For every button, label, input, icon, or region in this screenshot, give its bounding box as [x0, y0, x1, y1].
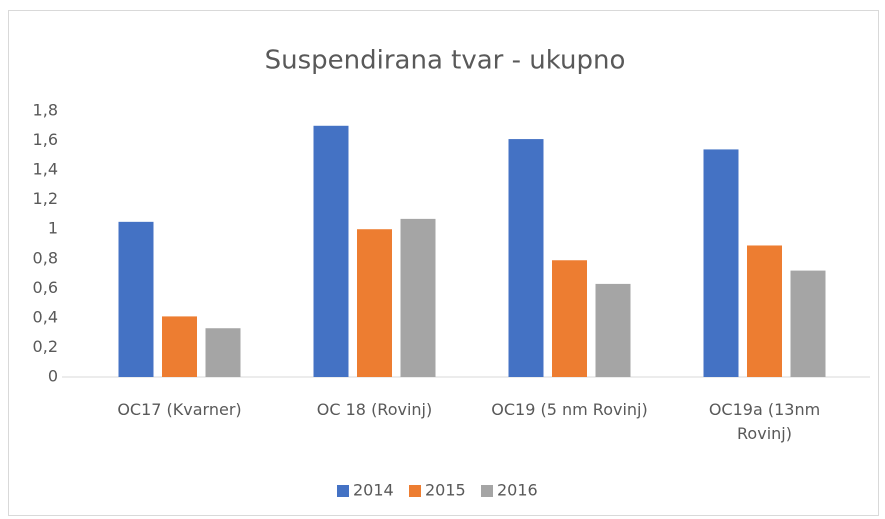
legend-label: 2015 [425, 481, 466, 500]
y-tick-label: 1,2 [33, 189, 58, 208]
bar [595, 283, 631, 377]
y-tick-label: 1,6 [33, 130, 58, 149]
legend-swatch [409, 485, 421, 497]
chart-title: Suspendirana tvar - ukupno [265, 46, 626, 76]
bar [552, 260, 587, 377]
bar [400, 218, 436, 377]
bar [205, 328, 241, 377]
y-tick-label: 1 [48, 219, 58, 238]
legend-swatch [481, 485, 493, 497]
legend-label: 2016 [497, 481, 538, 500]
legend-label: 2014 [353, 481, 394, 500]
legend-swatch [337, 485, 349, 497]
bar [162, 316, 197, 377]
x-tick-label: OC19a (13nm Rovinj) [708, 400, 821, 443]
y-tick-label: 0,6 [33, 278, 58, 297]
y-tick-label: 0,4 [33, 307, 58, 326]
x-tick-label: OC 18 (Rovinj) [316, 400, 433, 419]
y-tick-label: 1,4 [33, 160, 58, 179]
bar [508, 139, 544, 377]
y-tick-label: 0,8 [33, 248, 58, 267]
y-tick-label: 0,2 [33, 337, 58, 356]
bar [313, 125, 349, 378]
x-tick-label: OC17 (Kvarner) [117, 400, 242, 419]
bar [118, 221, 154, 377]
bar [357, 229, 392, 377]
bar [703, 149, 739, 377]
y-tick-label: 0 [48, 367, 58, 386]
y-tick-label: 1,8 [33, 101, 58, 120]
bar [747, 245, 782, 377]
bar [790, 270, 826, 377]
x-tick-label: OC19 (5 nm Rovinj) [491, 400, 648, 419]
